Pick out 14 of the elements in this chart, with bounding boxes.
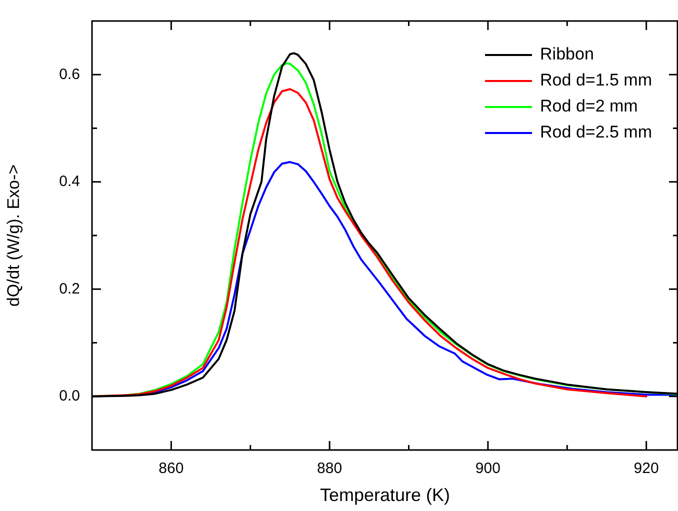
legend-label: Rod d=2.5 mm [540,122,652,142]
legend-label: Rod d=2 mm [540,96,638,116]
y-axis-title: dQ/dt (W/g). Exo-> [4,164,23,307]
x-tick-label: 920 [634,460,659,478]
y-tick-label: 0.2 [59,280,80,298]
x-axis-title: Temperature (K) [320,485,450,506]
y-tick-label: 0.0 [59,388,80,405]
x-tick-label: 860 [158,460,184,478]
legend-label: Ribbon [540,44,594,64]
y-tick-label: 0.4 [59,173,80,190]
legend-label: Rod d=1.5 mm [540,70,652,90]
x-tick-label: 900 [475,460,500,478]
y-tick-label: 0.6 [59,66,80,83]
x-tick-label: 880 [317,460,342,478]
